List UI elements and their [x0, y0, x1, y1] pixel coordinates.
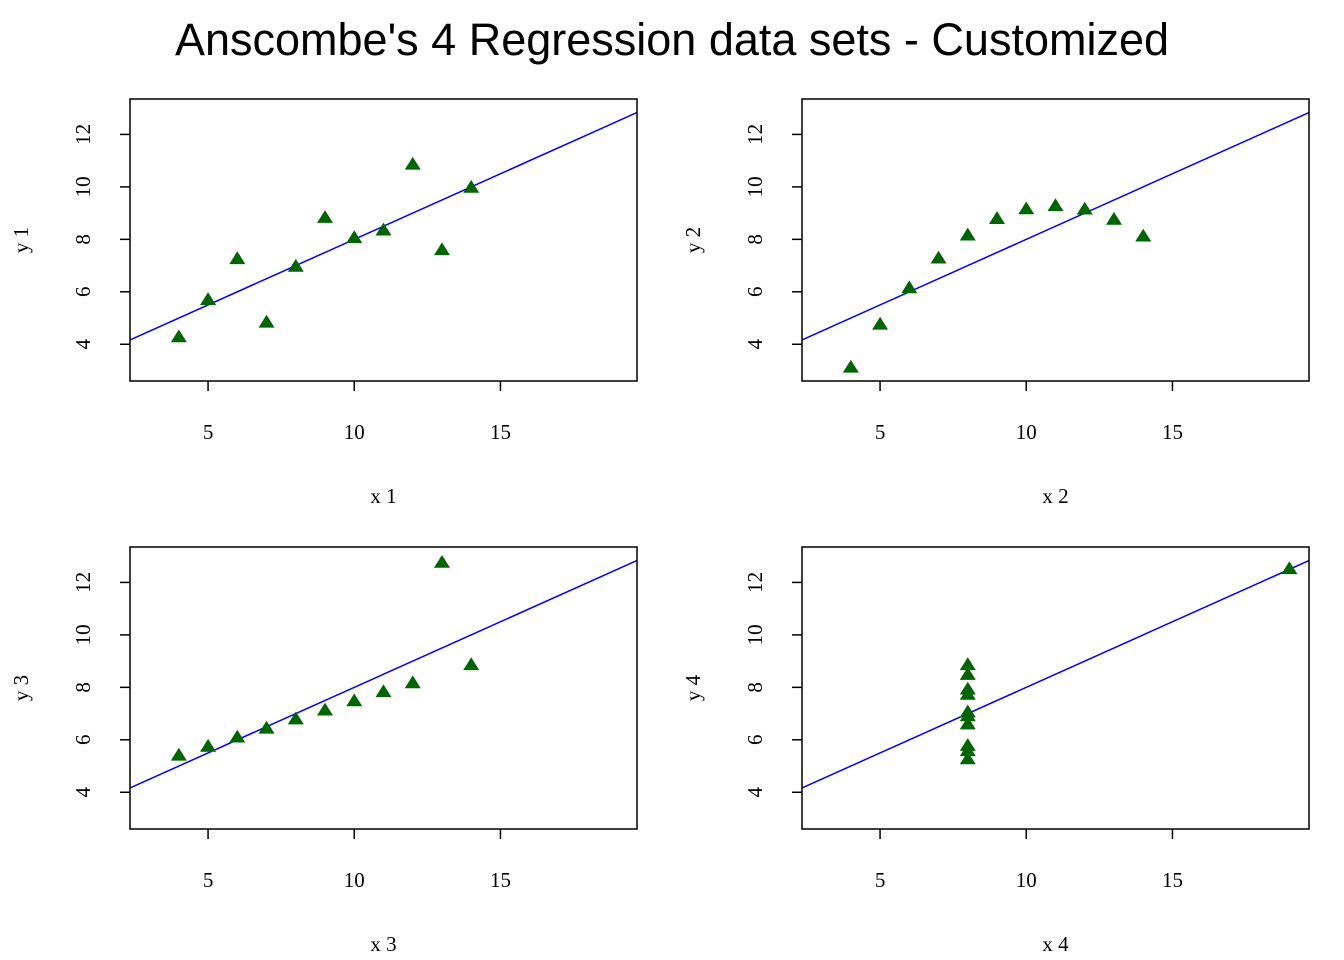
x-tick-label: 5	[203, 868, 214, 892]
x-tick-label: 10	[344, 420, 365, 444]
data-point	[930, 250, 947, 264]
x-axis-label: x 4	[1042, 932, 1069, 956]
y-tick-label: 4	[743, 339, 767, 350]
y-tick-label: 6	[71, 287, 95, 298]
y-tick-label: 10	[743, 176, 767, 197]
data-point	[1105, 211, 1122, 225]
data-point	[433, 555, 450, 568]
data-point	[959, 657, 976, 671]
data-point	[959, 708, 976, 722]
x-axis-label: x 3	[370, 932, 396, 956]
data-point	[375, 684, 392, 698]
page-title: Anscombe's 4 Regression data sets - Cust…	[174, 14, 1170, 65]
y-tick-label: 12	[743, 572, 767, 593]
y-tick-label: 6	[743, 735, 767, 746]
data-point	[1135, 228, 1152, 242]
data-point	[463, 657, 480, 671]
data-point	[1047, 198, 1064, 212]
data-point	[959, 227, 976, 241]
plot-frame	[129, 98, 638, 382]
scatter-panel-3: 5 10 15 4 6 8 10 12 x 3 y 3	[9, 546, 638, 956]
data-point	[1281, 561, 1298, 575]
scatter-panel-1: 5 10 15 4 6 8 10 12 x 1 y 1	[9, 98, 638, 508]
plot-frame	[801, 98, 1310, 382]
y-axis-label: y 3	[9, 675, 33, 701]
y-tick-label: 8	[743, 682, 767, 693]
data-point	[229, 251, 246, 265]
y-tick-label: 10	[743, 624, 767, 645]
x-tick-label: 15	[490, 868, 511, 892]
data-point	[433, 242, 450, 256]
x-tick-label: 10	[1016, 868, 1037, 892]
data-point	[287, 711, 304, 725]
x-axis-label: x 2	[1042, 484, 1068, 508]
data-point	[346, 230, 363, 244]
data-point	[375, 222, 392, 236]
data-point	[404, 156, 421, 170]
y-tick-label: 10	[71, 176, 95, 197]
data-point	[317, 702, 334, 716]
x-tick-label: 10	[344, 868, 365, 892]
data-point	[200, 738, 217, 752]
data-point	[959, 667, 976, 680]
data-point	[872, 316, 889, 330]
y-tick-label: 4	[71, 787, 95, 798]
regression-line	[130, 559, 637, 789]
y-tick-label: 4	[743, 787, 767, 798]
data-point	[901, 280, 918, 294]
x-tick-label: 5	[203, 420, 214, 444]
x-axis-label: x 1	[370, 484, 396, 508]
x-tick-label: 5	[875, 868, 886, 892]
y-tick-label: 8	[71, 682, 95, 693]
x-tick-label: 15	[1162, 868, 1183, 892]
data-point	[170, 329, 187, 343]
y-tick-label: 12	[743, 124, 767, 145]
data-point	[463, 179, 480, 193]
x-tick-label: 15	[1162, 420, 1183, 444]
data-point	[317, 210, 334, 223]
y-tick-label: 8	[71, 234, 95, 245]
data-point	[258, 314, 275, 328]
y-tick-label: 6	[743, 287, 767, 298]
y-tick-label: 4	[71, 339, 95, 350]
data-point	[346, 693, 363, 707]
data-point	[959, 716, 976, 730]
data-point	[1076, 201, 1093, 215]
y-tick-label: 8	[743, 234, 767, 245]
y-axis-label: y 2	[681, 227, 705, 253]
data-point	[404, 675, 421, 689]
data-point	[170, 747, 187, 761]
plot-frame	[801, 546, 1310, 830]
data-point	[1018, 201, 1035, 215]
y-tick-label: 6	[71, 735, 95, 746]
y-tick-label: 12	[71, 124, 95, 145]
data-point	[989, 211, 1006, 224]
x-tick-label: 5	[875, 420, 886, 444]
data-point	[258, 720, 275, 734]
data-point	[200, 292, 217, 306]
scatter-panel-4: 5 10 15 4 6 8 10 12 x 4 y 4	[681, 546, 1310, 956]
scatter-panel-2: 5 10 15 4 6 8 10 12 x 2 y 2	[681, 98, 1310, 508]
x-tick-label: 15	[490, 420, 511, 444]
data-point	[287, 258, 304, 272]
data-point	[959, 743, 976, 757]
y-tick-label: 10	[71, 624, 95, 645]
data-point	[229, 729, 246, 743]
regression-line	[802, 111, 1309, 341]
regression-line	[802, 559, 1309, 789]
data-point	[842, 359, 859, 373]
y-axis-label: y 4	[681, 674, 705, 701]
x-tick-label: 10	[1016, 420, 1037, 444]
y-tick-label: 12	[71, 572, 95, 593]
y-axis-label: y 1	[9, 227, 33, 253]
data-point	[959, 681, 976, 695]
data-point	[959, 751, 976, 765]
